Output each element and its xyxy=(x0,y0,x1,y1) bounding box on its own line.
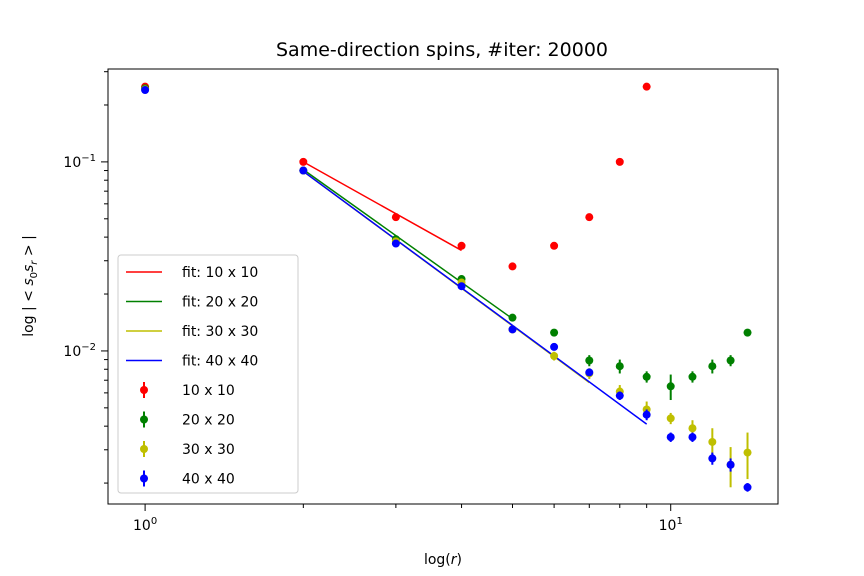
data-point xyxy=(642,82,651,91)
legend-label: 40 x 40 xyxy=(182,472,235,488)
data-point xyxy=(688,372,697,381)
data-point xyxy=(299,166,308,175)
data-point xyxy=(457,241,466,250)
series-points xyxy=(141,86,752,492)
data-point xyxy=(666,414,675,423)
data-point xyxy=(550,352,559,361)
data-point xyxy=(615,391,624,400)
data-point xyxy=(508,325,517,334)
y-axis-label: log | < s0sr > | xyxy=(21,235,40,337)
data-points xyxy=(141,82,752,492)
data-point xyxy=(585,213,594,222)
data-point xyxy=(508,262,517,271)
data-point xyxy=(457,282,466,291)
data-point xyxy=(391,213,400,222)
fit-line xyxy=(302,161,462,252)
data-point xyxy=(666,433,675,442)
data-point xyxy=(743,448,752,457)
data-point xyxy=(688,433,697,442)
data-point xyxy=(550,342,559,351)
chart-title: Same-direction spins, #iter: 20000 xyxy=(276,39,608,61)
data-point xyxy=(743,483,752,492)
legend-label: 20 x 20 xyxy=(182,413,235,429)
data-point xyxy=(508,313,517,322)
data-point xyxy=(708,454,717,463)
legend: fit: 10 x 10 fit: 20 x 20 fit: 30 x 30 fit:… xyxy=(117,254,299,494)
data-point xyxy=(299,157,308,166)
legend-label: fit: 10 x 10 xyxy=(182,265,258,281)
legend-label: fit: 20 x 20 xyxy=(182,295,258,311)
data-point xyxy=(708,437,717,446)
data-point xyxy=(550,328,559,337)
x-tick-label: 100 xyxy=(133,516,157,534)
x-tick-label: 101 xyxy=(659,516,683,534)
data-point xyxy=(615,362,624,371)
data-point xyxy=(726,356,735,365)
y-tick-label: 10−1 xyxy=(63,153,96,171)
legend-marker xyxy=(140,415,148,424)
legend-marker xyxy=(140,474,148,483)
plot-area xyxy=(107,68,779,505)
data-point xyxy=(615,157,624,166)
legend-label: fit: 30 x 30 xyxy=(182,324,258,340)
fit-lines xyxy=(302,161,648,425)
data-point xyxy=(585,368,594,377)
legend-box xyxy=(117,254,299,494)
data-point xyxy=(141,86,150,95)
data-point xyxy=(708,362,717,371)
fit-line xyxy=(302,169,513,320)
data-point xyxy=(642,410,651,419)
data-point xyxy=(726,460,735,469)
plot-frame xyxy=(107,68,779,505)
data-point xyxy=(585,356,594,365)
y-axis: 10−1 10−2 xyxy=(63,71,108,484)
data-point xyxy=(391,239,400,248)
legend-marker xyxy=(140,445,148,453)
x-axis: 100 101 xyxy=(133,504,683,534)
data-point xyxy=(550,241,559,250)
y-tick-label: 10−2 xyxy=(63,342,96,360)
data-point xyxy=(666,382,675,391)
legend-items: fit: 10 x 10 fit: 20 x 20 fit: 30 x 30 fit:… xyxy=(126,265,258,488)
legend-label: fit: 40 x 40 xyxy=(182,354,258,370)
series-points xyxy=(141,82,651,271)
fit-line xyxy=(302,170,648,425)
legend-marker xyxy=(140,386,148,394)
legend-label: 10 x 10 xyxy=(182,383,235,399)
legend-label: 30 x 30 xyxy=(182,442,235,458)
x-axis-label: log(r) xyxy=(424,552,462,568)
data-point xyxy=(688,424,697,433)
data-point xyxy=(642,372,651,381)
data-point xyxy=(743,328,752,337)
